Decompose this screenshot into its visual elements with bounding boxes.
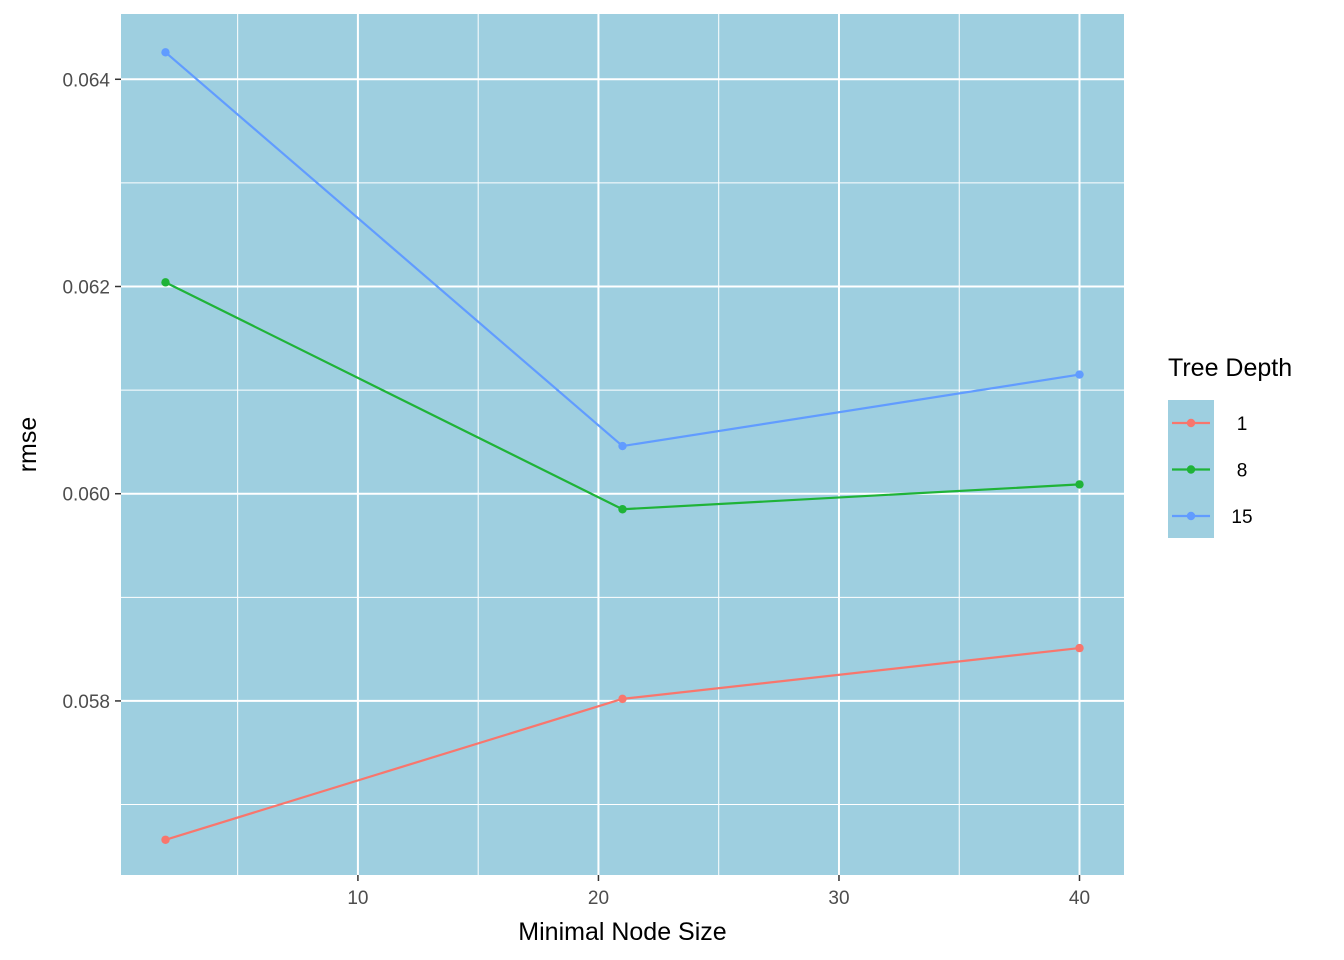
- data-point: [618, 441, 627, 451]
- minor-gridlines: [121, 14, 1124, 875]
- legend-label: 15: [1231, 507, 1252, 528]
- data-point: [618, 694, 627, 704]
- data-point: [161, 278, 170, 287]
- legend-label: 1: [1237, 414, 1248, 435]
- x-axis-title: Minimal Node Size: [518, 918, 726, 946]
- major-gridlines: [121, 14, 1124, 875]
- y-tick-label: 0.064: [62, 70, 110, 91]
- data-point: [161, 48, 170, 57]
- series-8: [161, 278, 1084, 514]
- x-tick-label: 30: [828, 888, 849, 909]
- y-tick-label: 0.062: [62, 277, 110, 298]
- legend-key-point: [1186, 511, 1196, 521]
- legend-key-point: [1186, 418, 1196, 428]
- data-point: [161, 835, 170, 844]
- legend-key-point: [1186, 465, 1196, 474]
- legend-title: Tree Depth: [1168, 354, 1292, 382]
- data-point: [618, 505, 627, 514]
- y-axis: 0.058 0.060 0.062 0.064: [62, 70, 121, 713]
- x-tick-label: 20: [588, 888, 609, 909]
- legend: Tree Depth 1 8 15: [1168, 354, 1292, 538]
- legend-label: 8: [1237, 461, 1248, 482]
- data-point: [1075, 480, 1084, 489]
- y-axis-title: rmse: [14, 417, 42, 473]
- series-1: [161, 643, 1084, 844]
- x-tick-label: 10: [347, 888, 368, 909]
- y-tick-label: 0.060: [62, 485, 110, 506]
- series-layer: [161, 48, 1084, 844]
- y-tick-label: 0.058: [62, 692, 110, 713]
- data-point: [1075, 643, 1084, 653]
- series-15: [161, 48, 1084, 451]
- x-axis: 10 20 30 40: [347, 875, 1090, 909]
- data-point: [1075, 370, 1084, 379]
- x-tick-label: 40: [1069, 888, 1090, 909]
